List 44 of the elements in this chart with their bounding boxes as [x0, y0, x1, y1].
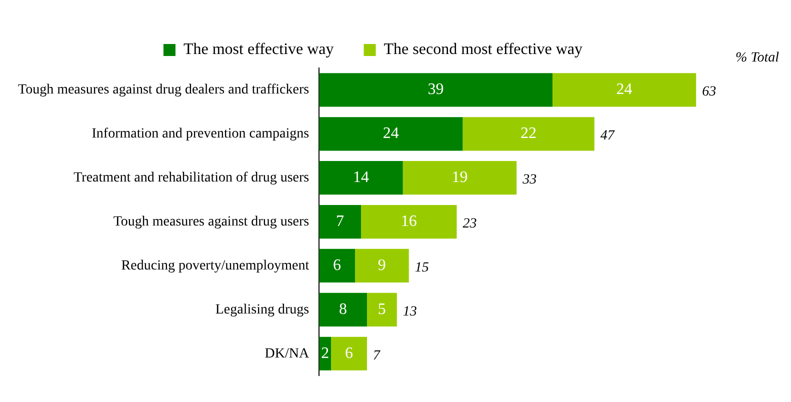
total-label: 47: [600, 128, 616, 144]
bar: [319, 117, 463, 151]
y-tick-label: Legalising drugs: [215, 302, 310, 318]
y-tick-label: Tough measures against drug users: [113, 214, 310, 230]
data-label: 16: [400, 213, 417, 230]
data-label: 24: [616, 81, 632, 98]
data-label: 22: [520, 125, 537, 142]
data-label: 9: [378, 256, 386, 274]
total-label: 7: [372, 348, 381, 364]
legend-label: The most effective way: [183, 41, 334, 58]
data-label: 39: [428, 81, 444, 98]
bar: [319, 73, 552, 107]
bar: [355, 248, 409, 283]
y-tick-label: Information and prevention campaigns: [92, 126, 310, 142]
y-tick-label: Treatment and rehabilitation of drug users: [74, 170, 310, 186]
bar: [319, 161, 403, 195]
bar: [552, 73, 696, 107]
bar: [402, 161, 517, 195]
text: % Total: [736, 50, 780, 66]
data-label: 6: [333, 256, 342, 274]
data-label: 5: [378, 300, 386, 318]
bar: [366, 292, 397, 326]
y-tick-label: DK/NA: [264, 346, 310, 362]
data-label: 2: [321, 344, 330, 362]
data-label: 6: [345, 344, 354, 362]
total-label: 63: [702, 84, 716, 100]
y-tick-label: Reducing poverty/unemployment: [121, 258, 310, 274]
data-label: 24: [382, 125, 399, 142]
bar: [319, 204, 361, 239]
data-label: 14: [352, 169, 369, 186]
total-label: 23: [462, 216, 477, 232]
y-tick-label: Tough measures against drug dealers and traffickers: [18, 82, 310, 98]
bar: [319, 248, 356, 283]
bar: [331, 336, 367, 370]
bar: [462, 117, 594, 151]
total-label: 13: [402, 304, 417, 320]
total-label: 33: [522, 172, 537, 188]
bar: [319, 292, 367, 326]
data-label: 7: [336, 213, 344, 230]
legend-label: The second most effective way: [384, 41, 583, 58]
data-label: 19: [452, 169, 468, 186]
data-label: 8: [339, 300, 348, 318]
bar: [360, 204, 457, 239]
total-label: 15: [414, 260, 429, 276]
